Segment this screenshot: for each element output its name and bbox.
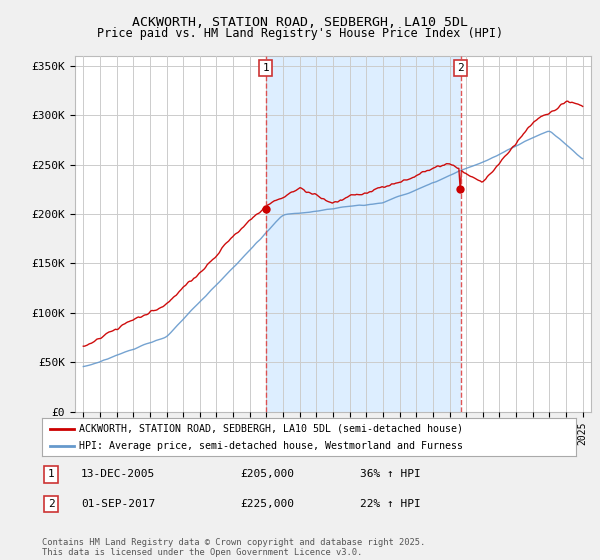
Text: £225,000: £225,000: [240, 499, 294, 509]
Text: £205,000: £205,000: [240, 469, 294, 479]
Text: 2: 2: [47, 499, 55, 509]
Text: ACKWORTH, STATION ROAD, SEDBERGH, LA10 5DL: ACKWORTH, STATION ROAD, SEDBERGH, LA10 5…: [132, 16, 468, 29]
Text: 1: 1: [47, 469, 55, 479]
Text: Price paid vs. HM Land Registry's House Price Index (HPI): Price paid vs. HM Land Registry's House …: [97, 27, 503, 40]
Bar: [266, 56, 461, 412]
Text: 22% ↑ HPI: 22% ↑ HPI: [360, 499, 421, 509]
Text: HPI: Average price, semi-detached house, Westmorland and Furness: HPI: Average price, semi-detached house,…: [79, 441, 463, 451]
Text: 36% ↑ HPI: 36% ↑ HPI: [360, 469, 421, 479]
Text: 1: 1: [262, 63, 269, 73]
Text: ACKWORTH, STATION ROAD, SEDBERGH, LA10 5DL (semi-detached house): ACKWORTH, STATION ROAD, SEDBERGH, LA10 5…: [79, 423, 463, 433]
Text: Contains HM Land Registry data © Crown copyright and database right 2025.
This d: Contains HM Land Registry data © Crown c…: [42, 538, 425, 557]
Text: 01-SEP-2017: 01-SEP-2017: [81, 499, 155, 509]
Text: 2: 2: [457, 63, 464, 73]
Text: 13-DEC-2005: 13-DEC-2005: [81, 469, 155, 479]
